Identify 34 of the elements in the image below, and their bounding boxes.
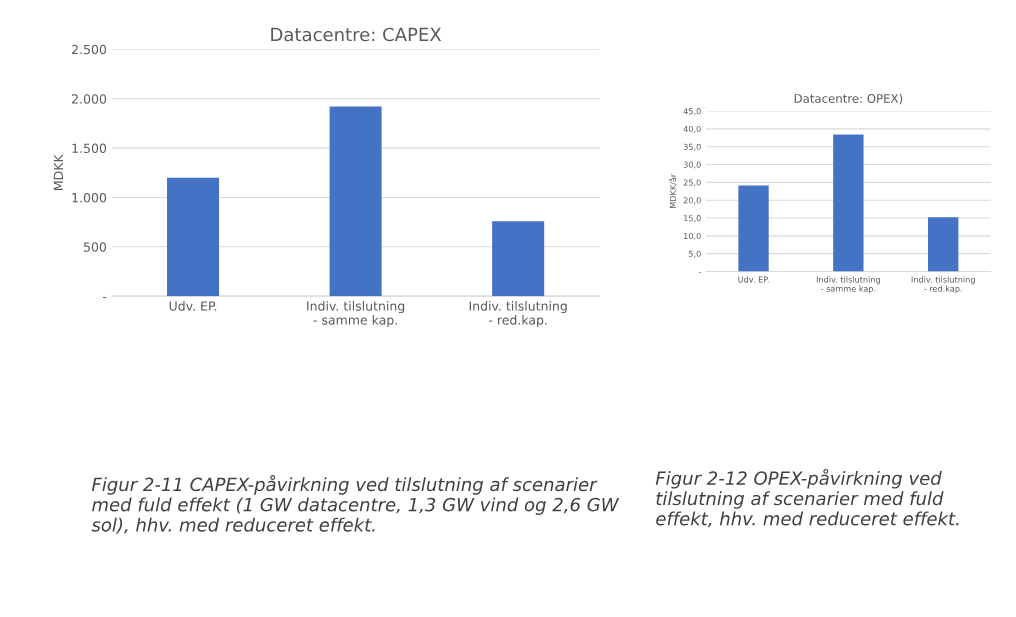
x-tick-label: Udv. EP. bbox=[169, 301, 217, 311]
y-axis-title: MDKK bbox=[53, 154, 63, 190]
y-tick-label: 10,0 bbox=[684, 232, 701, 240]
x-tick-label: Indiv. tilslutning - samme kap. bbox=[307, 301, 405, 328]
chart-title: Datacentre: OPEX) bbox=[794, 93, 903, 105]
y-tick-label: 35,0 bbox=[683, 143, 701, 151]
text: Figur 2-11 CAPEX-påvirkning ved tilslutning af scenarier med fuld effekt (1 GW datacentre, 1,3 GW vind og 2,6 GW sol), hhv. med reduceret effekt. bbox=[91, 475, 620, 534]
y-tick-label: 45,0 bbox=[683, 108, 701, 116]
bar bbox=[928, 217, 959, 272]
x-tick-label: Indiv. tilslutning - samme kap. bbox=[816, 276, 880, 294]
y-tick-label: - bbox=[698, 272, 701, 273]
bar bbox=[833, 134, 864, 272]
y-tick-label: 500 bbox=[84, 242, 107, 252]
bar bbox=[738, 185, 769, 272]
y-tick-label: 25,0 bbox=[683, 179, 701, 187]
y-tick-label: 1.500 bbox=[72, 143, 107, 154]
text: Figur 2-12 OPEX-påvirkning ved tilslutning af scenarier med fuld effekt, hhv. med reduceret effekt. bbox=[655, 468, 959, 528]
y-tick-label: 5,0 bbox=[688, 250, 701, 258]
y-tick-label: - bbox=[103, 296, 107, 298]
y-tick-label: 15,0 bbox=[684, 215, 701, 223]
y-tick-label: 40,0 bbox=[683, 125, 701, 133]
y-axis-title: MDKK/år bbox=[668, 173, 677, 208]
y-tick-label: 2.000 bbox=[72, 94, 107, 104]
y-tick-label: 30,0 bbox=[683, 161, 701, 169]
x-tick-label: Indiv. tilslutning - red.kap. bbox=[911, 276, 975, 294]
x-tick-label: Udv. EP. bbox=[738, 276, 769, 283]
bar bbox=[492, 221, 545, 297]
bar bbox=[329, 106, 382, 297]
x-tick-label: Indiv. tilslutning - red.kap. bbox=[469, 301, 567, 328]
y-tick-label: 2.500 bbox=[72, 44, 107, 55]
y-tick-label: 1.000 bbox=[72, 192, 107, 203]
chart-title: Datacentre: CAPEX bbox=[271, 27, 442, 42]
y-tick-label: 20,0 bbox=[683, 197, 701, 205]
bar bbox=[167, 177, 220, 297]
